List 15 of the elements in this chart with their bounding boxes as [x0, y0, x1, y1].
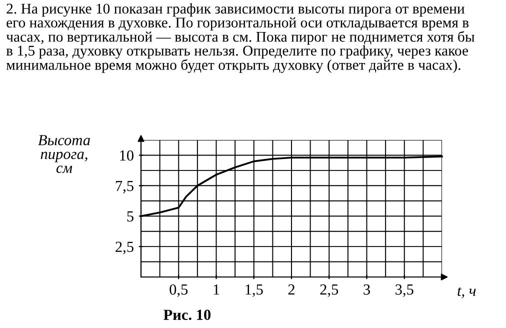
x-axis-title: t, ч [458, 287, 476, 298]
x-tick-label: 3 [364, 284, 370, 295]
x-tick-label: 1,5 [246, 284, 263, 297]
y-tick-label: 2,5 [116, 242, 134, 254]
x-tick-label: 3,5 [396, 284, 414, 297]
chart-title: 2. На рисунке 10 показан график зависимости высоты пирога от времени его нахождения в духовке. По горизонтальной оси откладывается время в часах, по вертикальной — высота в см. Пока пирог не поднимется хотя бы в 1,5 раза, духовку открывать нельзя. Определите по графику, через какое минимальное время можно будет открыть духовку (ответ дайте в часах). [6, 3, 474, 73]
y-tick-label: 5 [127, 211, 134, 222]
y-tick-label: 7,5 [116, 180, 134, 194]
x-tick-label: 2,5 [320, 284, 338, 297]
x-tick-label: 0,5 [170, 284, 188, 297]
y-tick-label: 10 [120, 150, 134, 161]
y-axis-title: Высота пирога, см [38, 135, 90, 173]
x-tick-label: 1 [214, 284, 220, 295]
x-tick-label: 2 [288, 284, 294, 295]
text: Рис. 10 [164, 310, 211, 320]
